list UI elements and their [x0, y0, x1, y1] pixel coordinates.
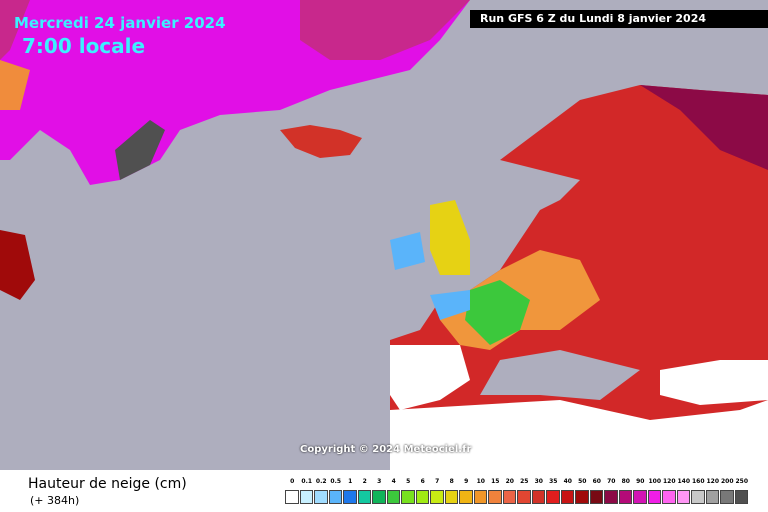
labrador — [0, 230, 35, 300]
run-label: Run GFS 6 Z du Lundi 8 janvier 2024 — [480, 12, 707, 25]
legend-swatch — [560, 490, 574, 504]
legend-swatch — [328, 490, 342, 504]
footer-title: Hauteur de neige (cm) — [28, 476, 187, 492]
legend-swatch — [314, 490, 328, 504]
russia-north — [640, 85, 768, 170]
legend-swatch — [618, 490, 632, 504]
legend-label: 15 — [491, 478, 500, 485]
footer-lead: (+ 384h) — [30, 494, 80, 507]
france-west — [430, 290, 470, 320]
turkey — [660, 360, 768, 405]
ireland — [390, 232, 425, 270]
legend-swatch — [299, 490, 313, 504]
legend-label: 3 — [377, 478, 382, 485]
legend-label: 25 — [520, 478, 529, 485]
legend-label: 70 — [607, 478, 616, 485]
greenland-coast — [0, 60, 30, 110]
legend-swatch — [676, 490, 690, 504]
legend-label: 30 — [534, 478, 543, 485]
legend-label: 5 — [406, 478, 411, 485]
legend-label: 0.5 — [330, 478, 342, 485]
legend-swatch — [720, 490, 734, 504]
legend-swatch — [647, 490, 661, 504]
legend-label: 200 — [720, 478, 734, 485]
iberia — [390, 345, 470, 410]
greenland-edge — [0, 0, 470, 60]
legend-swatch — [372, 490, 386, 504]
north-africa — [390, 400, 768, 470]
legend-swatch — [430, 490, 444, 504]
legend-swatch — [285, 490, 299, 504]
legend-swatch — [633, 490, 647, 504]
legend-swatch — [604, 490, 618, 504]
alps — [465, 280, 530, 345]
legend-label: 50 — [578, 478, 587, 485]
legend-swatch — [401, 490, 415, 504]
legend-label: 1 — [348, 478, 353, 485]
legend-swatch — [343, 490, 357, 504]
legend-label: 20 — [505, 478, 514, 485]
legend-label: 120 — [706, 478, 720, 485]
britain — [430, 200, 470, 275]
legend-label: 90 — [636, 478, 645, 485]
legend-label: 35 — [549, 478, 558, 485]
legend-label: 60 — [592, 478, 601, 485]
legend-swatch — [444, 490, 458, 504]
legend-swatch — [734, 490, 748, 504]
legend-label: 80 — [621, 478, 630, 485]
legend-swatch — [517, 490, 531, 504]
legend-swatch — [459, 490, 473, 504]
legend-label: 2 — [362, 478, 367, 485]
run-banner — [470, 10, 768, 28]
copyright: Copyright © 2024 Meteociel.fr — [300, 444, 472, 455]
iceland — [280, 125, 362, 158]
legend-swatch — [473, 490, 487, 504]
legend-swatch — [531, 490, 545, 504]
legend-label: 120 — [662, 478, 676, 485]
legend-label: 40 — [563, 478, 572, 485]
map — [0, 0, 768, 470]
legend-label: 4 — [391, 478, 396, 485]
legend-swatch — [575, 490, 589, 504]
legend-label: 7 — [435, 478, 440, 485]
greenland-dark — [115, 120, 165, 180]
legend-label: 140 — [677, 478, 691, 485]
legend-swatch — [386, 490, 400, 504]
legend-label: 160 — [691, 478, 705, 485]
legend-swatch — [662, 490, 676, 504]
legend-swatch — [502, 490, 516, 504]
legend-swatch — [589, 490, 603, 504]
legend-label: 0 — [290, 478, 295, 485]
legend-label: 6 — [420, 478, 425, 485]
legend-label: 0.1 — [301, 478, 313, 485]
time-label: 7:00 locale — [22, 34, 146, 58]
legend-swatch — [546, 490, 560, 504]
date-label: Mercredi 24 janvier 2024 — [14, 14, 226, 32]
legend-label: 0.2 — [315, 478, 327, 485]
legend-swatch — [415, 490, 429, 504]
legend-swatch — [691, 490, 705, 504]
legend-label: 100 — [648, 478, 662, 485]
legend-label: 250 — [735, 478, 749, 485]
legend-label: 10 — [476, 478, 485, 485]
legend-label: 9 — [464, 478, 469, 485]
legend-swatch — [488, 490, 502, 504]
mediterranean — [480, 350, 640, 400]
legend-label: 8 — [449, 478, 454, 485]
legend-swatch — [357, 490, 371, 504]
legend-swatch — [705, 490, 719, 504]
